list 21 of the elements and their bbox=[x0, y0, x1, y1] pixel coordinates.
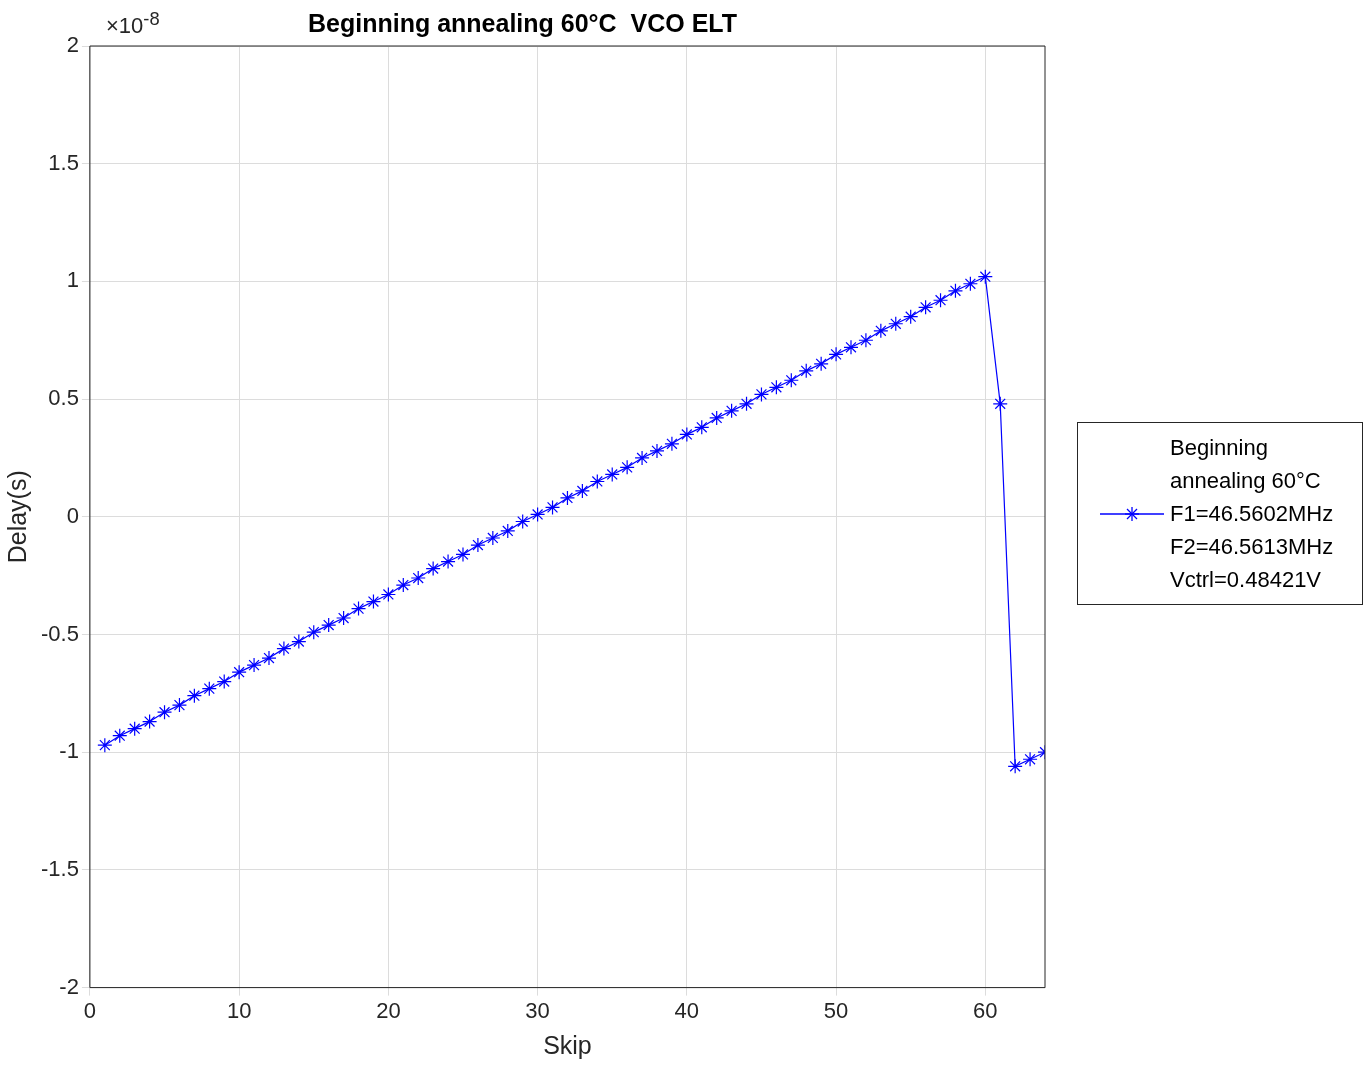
text: ×10$^{-8}$ bbox=[106, 8, 160, 40]
y-tick-label: -1 bbox=[59, 738, 79, 764]
legend-label: Beginning annealing 60°C F1=46.5602MHz F2=46.5613MHz Vctrl=0.48421V bbox=[1170, 434, 1335, 594]
y-axis-title: Delay(s) bbox=[2, 470, 31, 564]
x-tick-label: 40 bbox=[674, 997, 700, 1023]
x-tick-label: 50 bbox=[823, 997, 849, 1023]
y-tick-label: 1 bbox=[66, 267, 79, 293]
x-axis-title: Skip bbox=[543, 1030, 592, 1059]
x-tick-label: 20 bbox=[376, 997, 401, 1023]
x-tick-label: 0 bbox=[83, 997, 97, 1023]
y-tick-label: -2 bbox=[59, 973, 79, 999]
x-tick-label: 60 bbox=[973, 997, 998, 1023]
y-tick-label: 0.5 bbox=[48, 385, 79, 411]
chart-title: Beginning annealing 60°C VCO ELT bbox=[307, 8, 738, 37]
y-tick-label: 1.5 bbox=[48, 149, 79, 175]
y-tick-label: -0.5 bbox=[40, 620, 79, 646]
x-tick-label: 10 bbox=[226, 997, 252, 1023]
y-tick-label: -1.5 bbox=[40, 855, 79, 881]
y-tick-label: 2 bbox=[66, 32, 79, 58]
x-tick-label: 30 bbox=[525, 997, 550, 1023]
y-tick-label: 0 bbox=[66, 502, 79, 528]
